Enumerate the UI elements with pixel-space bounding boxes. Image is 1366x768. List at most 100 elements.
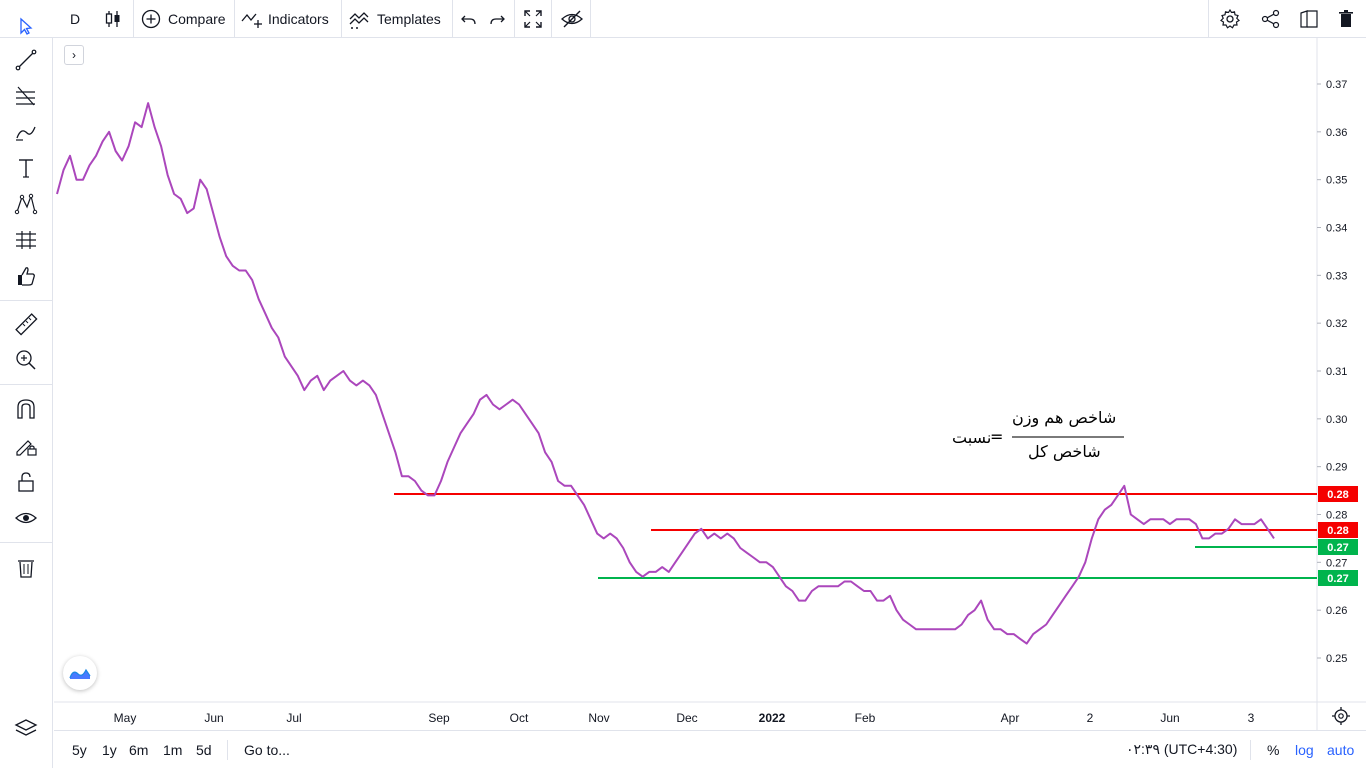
templates-button[interactable]: Templates	[348, 0, 448, 37]
unlock-icon[interactable]	[13, 469, 39, 495]
eye-icon[interactable]	[13, 505, 39, 531]
percent-toggle[interactable]: %	[1267, 731, 1279, 768]
share-button[interactable]	[1259, 0, 1283, 37]
log-toggle[interactable]: log	[1295, 731, 1314, 768]
price-tick-label: 0.26	[1326, 605, 1347, 617]
price-tick-label: 0.31	[1326, 366, 1347, 378]
top-toolbar: D Compare Indicators Tem	[0, 0, 1366, 38]
undo-button[interactable]	[458, 0, 480, 37]
thumbs-up-icon[interactable]	[13, 263, 39, 289]
ruler-icon[interactable]	[13, 311, 39, 337]
auto-toggle[interactable]: auto	[1327, 731, 1354, 768]
pattern-icon[interactable]	[13, 191, 39, 217]
time-tick-label: Jun	[204, 711, 223, 725]
cursor-icon[interactable]	[13, 13, 39, 39]
log-label: log	[1295, 741, 1314, 758]
annotation-numerator: شاخص هم وزن	[1012, 408, 1117, 427]
brush-icon[interactable]	[13, 119, 39, 145]
eye-off-icon	[561, 10, 583, 27]
range-5y-label: 5y	[72, 741, 87, 758]
undo-icon	[461, 15, 476, 24]
time-tick-label: Nov	[588, 711, 609, 725]
range-5y[interactable]: 5y	[72, 731, 87, 768]
range-5d-label: 5d	[196, 741, 212, 758]
time-tick-label: Jun	[1160, 711, 1179, 725]
time-tick-label: 2	[1087, 711, 1094, 725]
percent-label: %	[1267, 741, 1280, 758]
axis-settings-button[interactable]	[1332, 707, 1350, 725]
indicators-label: Indicators	[268, 10, 329, 27]
time-tick-label: 2022	[759, 711, 786, 725]
remove-drawings-icon[interactable]	[13, 554, 39, 580]
series-line[interactable]	[56, 102, 1275, 645]
drawing-toolbar	[0, 17, 53, 768]
interval-button[interactable]: D	[60, 0, 90, 37]
prediction-icon[interactable]	[13, 227, 39, 253]
settings-button[interactable]	[1218, 0, 1242, 37]
zoom-in-icon[interactable]	[13, 347, 39, 373]
magnet-icon[interactable]	[13, 396, 39, 422]
price-tick-label: 0.37	[1326, 79, 1347, 91]
time-tick-label: Oct	[510, 711, 529, 725]
resistance-price-label: 0.28	[1327, 489, 1348, 501]
annotation-equals: =	[990, 427, 1004, 446]
ratio-series-line[interactable]	[56, 102, 1275, 645]
horizontal-lines[interactable]	[394, 493, 1317, 579]
line-price-labels: 0.28 0.28 0.27 0.27	[1318, 486, 1358, 586]
tradingview-logo-icon	[69, 668, 91, 679]
trend-line-icon[interactable]	[13, 47, 39, 73]
fullscreen-button[interactable]	[520, 0, 546, 37]
fib-tool-icon[interactable]	[13, 83, 39, 109]
trash-icon	[1339, 9, 1353, 27]
range-5d[interactable]: 5d	[196, 731, 212, 768]
snapshot-button[interactable]	[1297, 0, 1321, 37]
lock-drawing-icon[interactable]	[13, 432, 39, 458]
time-tick-label: Apr	[1001, 711, 1020, 725]
timezone-button[interactable]: ۰۲:۳۹ (UTC+4:30)	[1126, 731, 1237, 768]
range-6m[interactable]: 6m	[129, 731, 148, 768]
time-tick-label: 3	[1248, 711, 1255, 725]
support-price-label: 0.27	[1327, 542, 1348, 554]
range-1m-label: 1m	[163, 741, 183, 758]
time-tick-label: May	[114, 711, 137, 725]
ratio-annotation[interactable]: شاخص هم وزن شاخص کل نسبت =	[940, 400, 1140, 470]
range-1m[interactable]: 1m	[163, 731, 182, 768]
candles-icon	[105, 10, 120, 27]
collapse-legend-button[interactable]: ›	[64, 45, 84, 65]
hide-drawings-button[interactable]	[558, 0, 586, 37]
price-tick-label: 0.33	[1326, 270, 1347, 282]
support-price-tag	[1318, 570, 1358, 586]
delete-chart-button[interactable]	[1336, 0, 1356, 37]
tradingview-logo[interactable]	[63, 656, 97, 690]
templates-label: Templates	[377, 10, 441, 27]
redo-button[interactable]	[486, 0, 508, 37]
auto-label: auto	[1327, 741, 1355, 758]
support-price-label: 0.27	[1327, 573, 1348, 585]
goto-label: Go to...	[244, 741, 290, 758]
bottom-toolbar: 5y 1y 6m 1m 5d Go to... ۰۲:۳۹ (UTC+4:30)…	[54, 730, 1366, 768]
indicators-icon	[241, 13, 262, 28]
price-tick-label: 0.36	[1326, 127, 1347, 139]
text-tool-icon[interactable]	[13, 155, 39, 181]
price-axis[interactable]: 0.37 0.36 0.35 0.34 0.33 0.32 0.31 0.30 0.29 0.28…	[1317, 79, 1347, 665]
redo-icon	[490, 15, 505, 24]
chart-type-button[interactable]	[98, 0, 128, 37]
price-tick-label: 0.27	[1326, 557, 1347, 569]
resistance-price-tag	[1318, 486, 1358, 502]
goto-button[interactable]: Go to...	[244, 731, 290, 768]
price-tick-label: 0.29	[1326, 462, 1347, 474]
indicators-button[interactable]: Indicators	[240, 0, 340, 37]
templates-icon	[349, 11, 369, 29]
gear-icon	[1220, 8, 1240, 29]
price-tick-label: 0.30	[1326, 414, 1347, 426]
support-price-tag	[1318, 539, 1358, 555]
annotation-ratio: نسبت	[952, 428, 992, 447]
compare-button[interactable]: Compare	[140, 0, 230, 37]
chevron-right-icon: ›	[72, 48, 76, 62]
time-tick-label: Dec	[676, 711, 697, 725]
range-1y[interactable]: 1y	[102, 731, 117, 768]
layers-icon[interactable]	[13, 715, 39, 741]
price-tick-label: 0.35	[1326, 175, 1347, 187]
time-axis[interactable]: May Jun Jul Sep Oct Nov Dec 2022 Feb Apr 2 Jun 3	[114, 711, 1255, 725]
